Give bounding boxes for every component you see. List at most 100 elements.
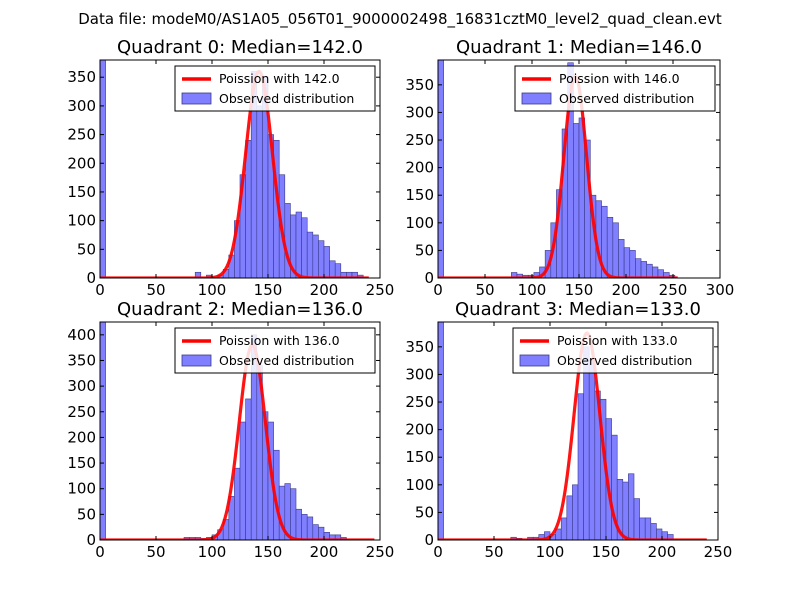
axes-frame (437, 321, 719, 541)
histogram-bar (628, 473, 635, 540)
y-tick-label: 150 (67, 183, 96, 201)
subplot-quadrant-2: Quadrant 2: Median=136.0 0 50 100 150 200 250… (67, 299, 394, 561)
x-tick-label: 200 (310, 543, 339, 561)
histogram-bar (639, 517, 646, 540)
histogram-bar (650, 523, 657, 540)
histogram-bar (573, 123, 580, 278)
histogram-bar (295, 508, 302, 540)
y-tick-label: 250 (67, 126, 96, 144)
histogram-bar (438, 60, 444, 278)
legend: Poission with 136.0 Observed distribution (174, 327, 376, 374)
histogram-bar (646, 263, 653, 278)
histogram-bar (312, 234, 319, 278)
histogram-bar (234, 467, 241, 540)
legend: Poission with 142.0 Observed distribution (174, 65, 376, 112)
y-tick-label: 250 (405, 393, 434, 411)
subplot-title: Quadrant 0: Median=142.0 (117, 37, 363, 58)
x-tick-label: 100 (518, 281, 547, 299)
histogram-bar (623, 247, 631, 278)
histogram-bar (312, 524, 319, 540)
y-tick-label: 100 (67, 480, 96, 498)
histogram-bar (245, 140, 252, 278)
poisson-curve (438, 331, 707, 540)
histogram-bar (635, 258, 642, 278)
y-tick-label: 300 (405, 103, 434, 121)
y-tick-label: 350 (405, 76, 434, 94)
legend-line-label: Poission with 142.0 (219, 71, 340, 86)
x-tick-label: 150 (254, 543, 283, 561)
histogram-bar (318, 526, 325, 540)
x-tick-label: 100 (198, 543, 227, 561)
x-tick-label: 0 (433, 543, 443, 561)
subplot-title: Quadrant 2: Median=136.0 (117, 299, 363, 320)
subplot-title: Quadrant 3: Median=133.0 (455, 299, 701, 320)
histogram-bar (640, 261, 647, 278)
legend-box (514, 65, 716, 112)
histogram-bar (606, 216, 614, 278)
histogram-bar (629, 250, 636, 278)
subplot-quadrant-1: Quadrant 1: Median=146.0 0 50 100 150 200 250… (405, 37, 734, 299)
legend-line-label: Poission with 133.0 (557, 333, 678, 348)
histogram-bar (100, 60, 106, 278)
legend-bar-label: Observed distribution (557, 353, 692, 368)
histogram-bar (256, 105, 263, 278)
y-tick-label: 250 (405, 131, 434, 149)
x-tick-label: 50 (475, 281, 494, 299)
subplot-quadrant-0: Quadrant 0: Median=142.0 0 50 100 150 200 250… (67, 37, 394, 299)
y-tick-label: 0 (86, 269, 96, 287)
histogram-bar (652, 266, 659, 278)
y-tick-label: 50 (77, 240, 96, 258)
y-tick-label: 200 (405, 421, 434, 439)
x-tick-label: 100 (536, 543, 565, 561)
x-tick-label: 100 (198, 281, 227, 299)
histogram-bar (583, 346, 590, 540)
axes-frame (99, 59, 381, 279)
x-tick-label: 150 (565, 281, 594, 299)
x-tick-label: 200 (310, 281, 339, 299)
x-tick-label: 50 (146, 281, 165, 299)
figure-suptitle: Data file: modeM0/AS1A05_056T01_90000024… (78, 10, 722, 29)
histogram-bar (577, 393, 584, 540)
histogram-bar (588, 360, 596, 540)
legend-bar-label: Observed distribution (219, 91, 354, 106)
histogram-bar (100, 322, 106, 540)
legend-bar-label: Observed distribution (219, 353, 354, 368)
y-tick-label: 350 (405, 338, 434, 356)
histogram-bar (323, 246, 330, 278)
histogram-bar (667, 534, 674, 540)
poisson-curve (100, 343, 375, 540)
y-tick-label: 50 (415, 241, 434, 259)
histogram-bar (612, 222, 619, 278)
y-tick-label: 0 (424, 269, 434, 287)
poisson-curve (438, 74, 678, 278)
x-tick-label: 0 (95, 281, 105, 299)
legend: Poission with 133.0 Observed distribution (512, 327, 714, 374)
subplot-title: Quadrant 1: Median=146.0 (456, 37, 702, 58)
y-tick-label: 300 (67, 97, 96, 115)
histogram-bar (301, 217, 308, 278)
histogram-bar (618, 239, 625, 278)
histogram-bar (622, 481, 629, 540)
x-tick-label: 50 (484, 543, 503, 561)
histogram-bar (318, 240, 325, 278)
legend-line-label: Poission with 136.0 (219, 333, 340, 348)
histogram-bar (245, 398, 252, 540)
x-tick-label: 250 (366, 543, 395, 561)
y-tick-label: 200 (67, 154, 96, 172)
y-tick-label: 100 (405, 476, 434, 494)
histogram-bar (644, 517, 652, 540)
legend-bar-label: Observed distribution (559, 91, 694, 106)
x-tick-label: 150 (592, 543, 621, 561)
y-tick-label: 0 (86, 531, 96, 549)
histogram-bar (656, 528, 663, 540)
legend-bar-swatch (181, 354, 212, 367)
histogram-bar (560, 517, 568, 540)
axes-frame (99, 321, 381, 541)
subplot-quadrant-3: Quadrant 3: Median=133.0 0 50 100 150 200 250… (405, 299, 732, 561)
x-tick-label: 300 (706, 281, 735, 299)
y-tick-label: 50 (415, 503, 434, 521)
y-tick-label: 350 (67, 351, 96, 369)
y-tick-label: 150 (67, 454, 96, 472)
y-tick-label: 150 (405, 186, 434, 204)
